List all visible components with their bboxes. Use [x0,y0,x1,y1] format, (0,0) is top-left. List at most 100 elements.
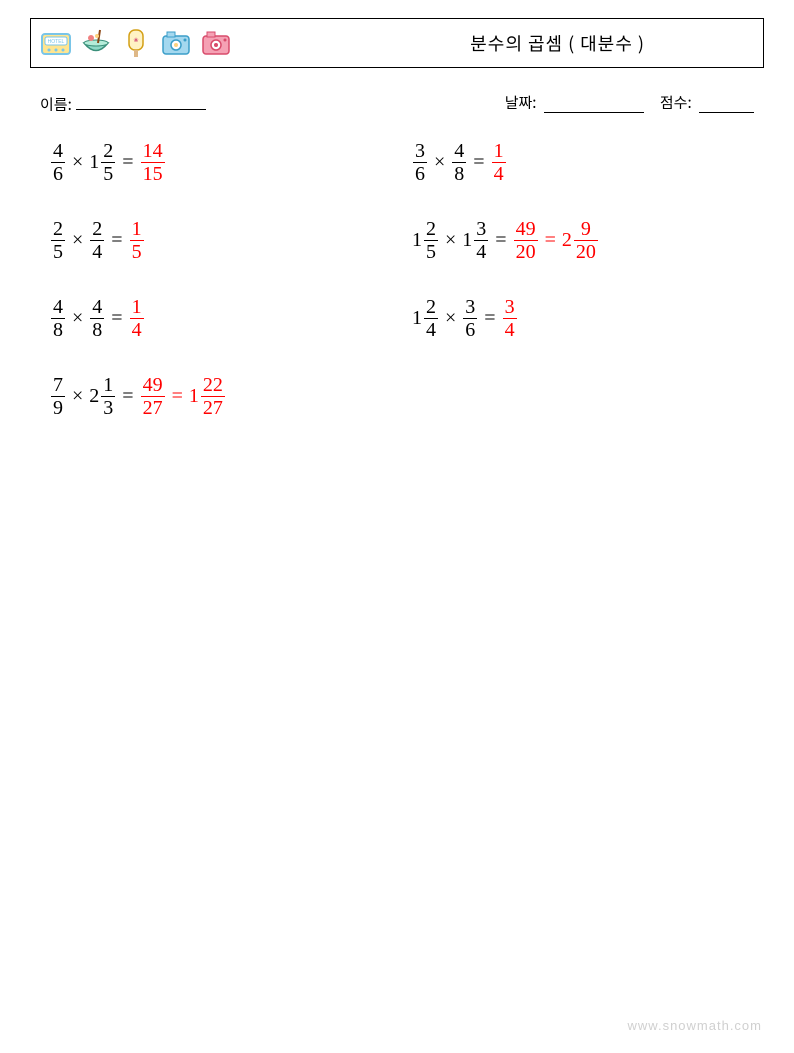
fraction: 4920 [514,219,538,262]
mixed-number: 125 [412,219,439,262]
name-field: 이름: [40,92,206,115]
whole-part: 1 [412,308,422,328]
denominator: 5 [130,241,144,262]
date-field: 날짜: [505,92,644,113]
mixed-number: 48 [89,297,105,340]
denominator: 4 [492,163,506,184]
mixed-number: 125 [89,141,116,184]
fraction: 48 [90,297,104,340]
hotel-icon: HOTEL [39,26,73,60]
fraction: 24 [90,219,104,262]
denominator: 4 [474,241,488,262]
name-underline [76,92,206,110]
fraction: 14 [130,297,144,340]
denominator: 5 [101,163,115,184]
numerator: 49 [514,219,538,240]
whole-part: 1 [89,152,99,172]
denominator: 15 [141,163,165,184]
mixed-number: 213 [89,375,116,418]
numerator: 4 [90,297,104,318]
multiply-operator: × [434,152,445,172]
fraction: 46 [51,141,65,184]
denominator: 6 [51,163,65,184]
fraction: 34 [474,219,488,262]
header-icons: HOTEL ❀ [39,26,233,60]
mixed-number: 4927 [140,375,166,418]
denominator: 6 [413,163,427,184]
denominator: 5 [424,241,438,262]
camera-blue-icon [159,26,193,60]
multiply-operator: × [72,308,83,328]
numerator: 3 [474,219,488,240]
numerator: 9 [579,219,593,240]
equals-sign: = [473,152,484,172]
mixed-number: 14 [491,141,507,184]
denominator: 6 [463,319,477,340]
problem-row: 124×36=34 [412,294,744,342]
denominator: 4 [424,319,438,340]
mixed-number: 36 [412,141,428,184]
problem-row: 48×48=14 [50,294,382,342]
problem-row: 25×24=15 [50,216,382,264]
denominator: 20 [574,241,598,262]
equals-sign: = [172,386,183,406]
date-underline [544,95,644,113]
denominator: 20 [514,241,538,262]
mixed-number: 12227 [189,375,226,418]
problem-row: 79×213=4927=12227 [50,372,382,420]
denominator: 3 [101,397,115,418]
fraction: 13 [101,375,115,418]
numerator: 1 [101,375,115,396]
numerator: 2 [424,297,438,318]
fraction: 48 [51,297,65,340]
mixed-number: 134 [462,219,489,262]
name-label: 이름: [40,94,72,115]
equals-sign: = [122,386,133,406]
multiply-operator: × [445,308,456,328]
date-label: 날짜: [505,92,537,113]
problem-row: 36×48=14 [412,138,744,186]
fraction: 2227 [201,375,225,418]
bowl-icon [79,26,113,60]
numerator: 2 [101,141,115,162]
fraction: 4927 [141,375,165,418]
numerator: 7 [51,375,65,396]
mixed-number: 25 [50,219,66,262]
problems-grid: 46×125=141536×48=1425×24=15125×134=4920=… [50,138,744,420]
whole-part: 1 [462,230,472,250]
popsicle-icon: ❀ [119,26,153,60]
whole-part: 2 [89,386,99,406]
fraction: 1415 [141,141,165,184]
fraction: 24 [424,297,438,340]
equals-sign: = [545,230,556,250]
problem-row: 125×134=4920=2920 [412,216,744,264]
fraction: 36 [413,141,427,184]
equals-sign: = [495,230,506,250]
denominator: 27 [141,397,165,418]
score-underline [699,95,754,113]
numerator: 3 [463,297,477,318]
fraction: 14 [492,141,506,184]
header-bar: HOTEL ❀ [30,18,764,68]
numerator: 1 [130,219,144,240]
numerator: 49 [141,375,165,396]
denominator: 5 [51,241,65,262]
whole-part: 2 [562,230,572,250]
mixed-number: 46 [50,141,66,184]
mixed-number: 48 [451,141,467,184]
fraction: 34 [503,297,517,340]
denominator: 4 [90,241,104,262]
whole-part: 1 [189,386,199,406]
multiply-operator: × [445,230,456,250]
svg-text:❀: ❀ [133,37,138,44]
svg-text:HOTEL: HOTEL [48,39,65,45]
mixed-number: 2920 [562,219,599,262]
denominator: 8 [452,163,466,184]
watermark: www.snowmath.com [628,1018,762,1033]
numerator: 2 [51,219,65,240]
numerator: 3 [503,297,517,318]
numerator: 2 [424,219,438,240]
fraction: 48 [452,141,466,184]
mixed-number: 4920 [513,219,539,262]
multiply-operator: × [72,386,83,406]
